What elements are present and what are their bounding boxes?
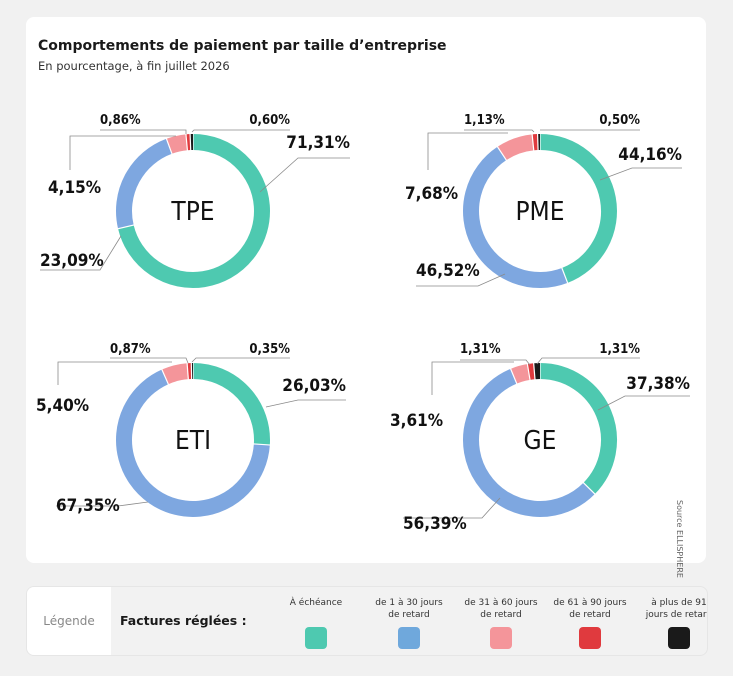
label-connector — [431, 361, 514, 395]
legend-item-label: À échéance — [289, 598, 343, 608]
data-label-a-echeance: 71,31% — [286, 133, 350, 153]
slice-separator — [160, 368, 170, 386]
donut-ge: GE 37,38% 56,39% 3,61% 1,31% 1,31% — [390, 342, 690, 534]
slice-separator — [252, 443, 271, 446]
slice-separator — [185, 133, 189, 152]
label-connector — [416, 273, 506, 287]
legend-item-31-60: de 31 à 60 jours de retard — [446, 597, 556, 649]
label-connector — [597, 395, 690, 411]
data-label-91-plus: 1,31% — [599, 342, 640, 357]
slice-separator — [496, 145, 508, 162]
slice-separator — [560, 266, 569, 285]
source-label: Source ELLISPHERE — [675, 500, 684, 578]
donut-tpe: TPE 71,31% 23,09% 4,15% 0,86% 0,60% — [40, 113, 350, 288]
legend-item-91-plus: à plus de 91 jours de retard — [624, 597, 707, 649]
label-connector — [100, 129, 187, 134]
slice-61-90 — [527, 363, 536, 380]
data-label-61-90: 0,86% — [100, 113, 141, 128]
chart-title: Comportements de paiement par taille d’e… — [38, 38, 447, 54]
donut-pme: PME 44,16% 46,52% 7,68% 1,13% 0,50% — [405, 113, 682, 288]
slice-separator — [582, 481, 596, 496]
donut-center-label: TPE — [170, 197, 214, 227]
label-connector — [69, 135, 176, 170]
data-label-61-90: 1,13% — [464, 113, 505, 128]
label-connector — [536, 357, 640, 365]
data-label-91-plus: 0,60% — [249, 113, 290, 128]
legend-swatch — [305, 627, 327, 649]
slice-a-echeance — [539, 363, 617, 495]
data-label-a-echeance: 37,38% — [626, 374, 690, 394]
slice-a-echeance — [192, 363, 270, 445]
legend-item-1-30: de 1 à 30 jours de retard — [354, 597, 464, 649]
legend-swatch — [579, 627, 601, 649]
donut-center-label: ETI — [175, 426, 211, 456]
data-label-31-60: 5,40% — [36, 396, 89, 416]
label-connector — [191, 129, 290, 133]
data-label-31-60: 4,15% — [48, 178, 101, 198]
data-label-a-echeance: 26,03% — [282, 376, 346, 396]
slice-separator — [186, 362, 190, 381]
data-label-91-plus: 0,50% — [599, 113, 640, 128]
label-connector — [40, 235, 122, 271]
legend-swatch — [668, 627, 690, 649]
slice-1-30 — [116, 369, 270, 517]
slice-separator — [536, 133, 539, 152]
slice-a-echeance — [539, 134, 617, 283]
slice-separator — [526, 362, 531, 381]
data-label-61-90: 0,87% — [110, 342, 151, 357]
slice-1-30 — [463, 146, 568, 288]
slice-31-60 — [497, 134, 535, 161]
label-connector — [259, 157, 350, 193]
legend-swatch — [490, 627, 512, 649]
data-label-1-30: 46,52% — [416, 261, 480, 281]
legend-title: Factures réglées : — [120, 613, 247, 628]
data-label-61-90: 1,31% — [460, 342, 501, 357]
label-connector — [464, 129, 535, 133]
legend-item-a-echeance: À échéance — [261, 597, 371, 649]
label-connector — [403, 497, 501, 519]
label-connector — [57, 361, 172, 385]
slice-separator — [165, 137, 173, 155]
label-connector — [599, 167, 682, 181]
data-label-31-60: 7,68% — [405, 184, 458, 204]
legend-item-label: de 61 à 90 jours de retard — [553, 598, 627, 620]
slice-separator — [116, 224, 135, 230]
slice-31-60 — [161, 363, 189, 385]
slice-31-60 — [510, 364, 531, 384]
data-label-1-30: 23,09% — [40, 251, 104, 271]
label-connector — [265, 399, 346, 408]
chart-subtitle: En pourcentage, à fin juillet 2026 — [38, 59, 230, 73]
legend-item-label: de 1 à 30 jours de retard — [375, 598, 443, 620]
slice-a-echeance — [118, 134, 270, 288]
legend-item-label: à plus de 91 jours de retard — [645, 598, 707, 620]
data-label-a-echeance: 44,16% — [618, 145, 682, 165]
data-label-91-plus: 0,35% — [249, 342, 290, 357]
data-label-1-30: 56,39% — [403, 514, 467, 534]
label-connector — [427, 132, 508, 170]
legend-item-61-90: de 61 à 90 jours de retard — [535, 597, 645, 649]
data-label-1-30: 67,35% — [56, 496, 120, 516]
slice-separator — [189, 133, 192, 152]
slice-1-30 — [116, 138, 173, 229]
legend-item-label: de 31 à 60 jours de retard — [464, 598, 538, 620]
donut-center-label: GE — [524, 426, 557, 456]
slice-31-60 — [166, 134, 188, 154]
label-connector — [460, 359, 531, 366]
legend-label: Légende — [27, 587, 111, 655]
donut-center-label: PME — [515, 197, 564, 227]
slice-separator — [531, 133, 535, 152]
label-connector — [56, 501, 149, 507]
legend-swatch — [398, 627, 420, 649]
data-label-31-60: 3,61% — [390, 411, 443, 431]
slice-separator — [509, 367, 518, 385]
label-connector — [191, 357, 290, 363]
label-connector — [110, 357, 189, 364]
slice-1-30 — [463, 368, 595, 517]
legend: Légende Factures réglées : À échéance de… — [26, 586, 708, 656]
slice-separator — [532, 362, 536, 381]
donut-eti: ETI 26,03% 67,35% 5,40% 0,87% 0,35% — [36, 342, 346, 517]
